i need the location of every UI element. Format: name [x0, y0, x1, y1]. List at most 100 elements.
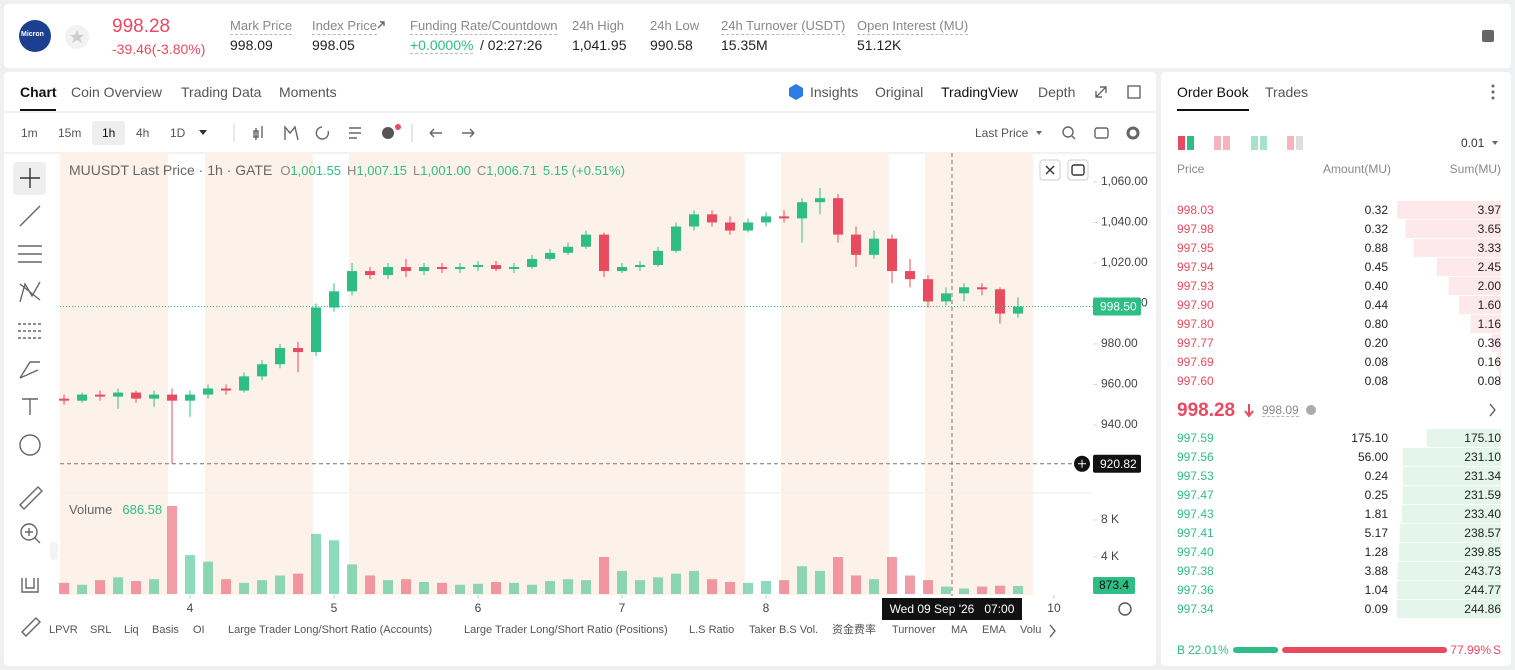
undo-icon[interactable] [429, 128, 442, 138]
price[interactable]: 997.43 [1177, 507, 1214, 521]
pattern-tool[interactable] [19, 281, 41, 303]
indicator[interactable]: EMA [982, 624, 1006, 636]
indicator[interactable]: Liq [124, 624, 139, 636]
brush-tool[interactable] [19, 361, 40, 379]
measure-tool[interactable] [19, 486, 43, 510]
interval[interactable]: 15m [58, 126, 82, 140]
info-icon[interactable] [1306, 405, 1316, 415]
indicator[interactable]: Taker B.S Vol. [749, 624, 819, 636]
search-icon[interactable] [1062, 126, 1074, 138]
tab[interactable]: Moments [279, 84, 337, 100]
interval[interactable]: 1m [21, 126, 38, 140]
emoji-tool[interactable] [19, 434, 41, 456]
price[interactable]: 997.56 [1177, 450, 1214, 464]
text-tool[interactable] [22, 398, 38, 415]
price[interactable]: 997.69 [1177, 355, 1214, 369]
indicator[interactable]: Volume [1020, 625, 1042, 636]
sum: 244.86 [1464, 602, 1501, 616]
redo-icon[interactable] [462, 128, 475, 138]
price[interactable]: 997.47 [1177, 488, 1214, 502]
buy-ratio: 22.01% [1188, 643, 1229, 657]
scroll-right[interactable] [1049, 624, 1056, 638]
price[interactable]: 997.77 [1177, 336, 1214, 350]
price[interactable]: 997.60 [1177, 374, 1214, 388]
tab[interactable]: Chart [20, 84, 57, 100]
layout-both[interactable] [1178, 136, 1185, 150]
crosshair-add-plus [1078, 459, 1086, 468]
price[interactable]: 997.93 [1177, 279, 1214, 293]
price[interactable]: 997.90 [1177, 298, 1214, 312]
line-tool[interactable] [19, 205, 41, 227]
price[interactable]: 997.34 [1177, 602, 1214, 616]
menu-icon[interactable] [1482, 30, 1494, 42]
price[interactable]: 997.95 [1177, 241, 1214, 255]
view-option[interactable]: Depth [1038, 84, 1076, 100]
dropdown[interactable] [1036, 131, 1042, 135]
price[interactable]: 997.40 [1177, 545, 1214, 559]
menu-dots[interactable] [1491, 84, 1495, 88]
indicator[interactable]: MA [951, 624, 968, 636]
collapse-handle[interactable] [50, 542, 58, 560]
view-option[interactable]: Original [875, 84, 924, 100]
amount: 0.45 [1364, 260, 1388, 274]
price[interactable]: 997.41 [1177, 526, 1214, 540]
view-option[interactable]: TradingView [941, 84, 1019, 100]
dropdown[interactable] [1492, 141, 1498, 145]
candle-body [581, 234, 592, 247]
replay-icon[interactable] [315, 126, 330, 140]
indicator[interactable]: Basis [152, 624, 179, 636]
window-icon[interactable] [1127, 85, 1141, 99]
camera-icon[interactable] [1094, 127, 1109, 139]
tab[interactable]: Trading Data [181, 84, 262, 100]
expand-arrow[interactable] [1489, 403, 1496, 417]
add-icon[interactable] [382, 127, 394, 139]
pencil-tool[interactable] [21, 617, 41, 637]
interval[interactable]: 4h [136, 126, 150, 140]
price-source[interactable]: Last Price [975, 126, 1029, 140]
template-icon[interactable] [349, 127, 361, 139]
trades-tab[interactable]: Trades [1265, 84, 1309, 100]
layout-other[interactable] [1287, 136, 1294, 150]
indicator-icon[interactable] [284, 125, 299, 141]
indicator[interactable]: Turnover [892, 624, 936, 636]
zoom-tool[interactable] [20, 523, 38, 541]
chart-button[interactable] [1067, 159, 1089, 181]
magnet-tool[interactable] [21, 578, 39, 593]
indicator[interactable]: Large Trader Long/Short Ratio (Accounts) [228, 624, 433, 636]
tick-size[interactable]: 0.01 [1461, 136, 1485, 150]
order-book-tab[interactable]: Order Book [1177, 84, 1249, 100]
interval[interactable]: 1h [102, 126, 116, 140]
indicator[interactable]: SRL [90, 624, 112, 636]
price[interactable]: 998.03 [1177, 203, 1214, 217]
candle-icon[interactable] [253, 126, 263, 140]
price[interactable]: 997.38 [1177, 564, 1214, 578]
candle-body [886, 238, 897, 272]
ohlc-value: 1,006.71 [486, 163, 537, 178]
price[interactable]: 997.59 [1177, 431, 1214, 445]
indicator[interactable]: OI [193, 624, 205, 636]
interval[interactable]: 1D [170, 126, 186, 140]
dropdown[interactable] [199, 130, 207, 135]
layout-bids[interactable] [1251, 136, 1258, 150]
price[interactable]: 997.98 [1177, 222, 1214, 236]
indicator[interactable]: Large Trader Long/Short Ratio (Positions… [464, 624, 668, 636]
price[interactable]: 997.36 [1177, 583, 1214, 597]
fib-tool[interactable] [18, 323, 42, 339]
indicator[interactable]: LPVR [49, 624, 78, 636]
price[interactable]: 997.53 [1177, 469, 1214, 483]
settings-icon[interactable] [1126, 126, 1140, 140]
crosshair-tool[interactable] [20, 168, 40, 188]
view-option[interactable]: Insights [810, 84, 859, 100]
layout-asks[interactable] [1214, 136, 1221, 150]
sell-ratio: 77.99% [1450, 643, 1491, 657]
channel-tool[interactable] [18, 245, 42, 263]
axis-settings[interactable] [1118, 602, 1132, 616]
tab[interactable]: Coin Overview [71, 84, 163, 100]
price[interactable]: 997.94 [1177, 260, 1214, 274]
indicator[interactable]: 资金费率 [832, 624, 876, 636]
indicator[interactable]: L.S Ratio [689, 624, 735, 636]
price[interactable]: 997.80 [1177, 317, 1214, 331]
expand-icon[interactable] [1095, 86, 1107, 98]
price-change: -39.46(-3.80%) [112, 41, 206, 57]
